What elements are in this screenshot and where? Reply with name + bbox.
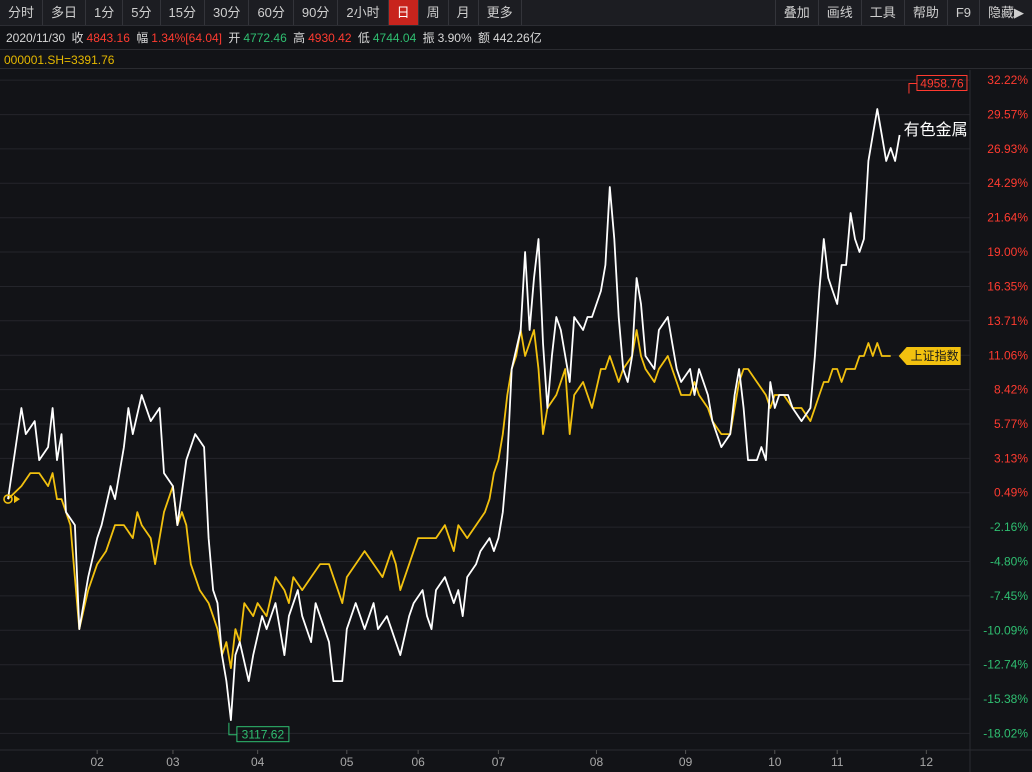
x-tick-label-3: 05 xyxy=(340,755,354,769)
max-marker-label: 4958.76 xyxy=(920,77,964,91)
open-value: 4772.46 xyxy=(243,31,287,45)
tool-button-4[interactable]: F9 xyxy=(946,0,979,25)
period-tab-4[interactable]: 15分 xyxy=(161,0,205,25)
period-tab-0[interactable]: 分时 xyxy=(0,0,44,25)
y-tick-label-2: 26.93% xyxy=(987,142,1028,156)
change-value: 1.34%[64.04] xyxy=(151,31,223,45)
amplitude-value: 3.90% xyxy=(437,31,472,45)
change-label: 幅 xyxy=(136,31,149,45)
amplitude-label: 振 xyxy=(422,31,435,45)
series-line-index xyxy=(7,329,891,669)
x-tick-label-6: 08 xyxy=(590,755,604,769)
quote-date: 2020/11/30 xyxy=(6,31,66,45)
y-tick-label-19: -18.02% xyxy=(983,726,1028,740)
amount-value: 442.26亿 xyxy=(493,31,542,45)
y-tick-label-4: 21.64% xyxy=(987,211,1028,225)
x-tick-label-10: 12 xyxy=(920,755,934,769)
period-tab-8[interactable]: 2小时 xyxy=(338,0,389,25)
series-label-sector: 有色金属 xyxy=(904,120,968,139)
x-tick-label-1: 03 xyxy=(166,755,180,769)
series-label-index: 上证指数 xyxy=(911,348,959,363)
y-tick-label-11: 3.13% xyxy=(994,451,1028,465)
y-tick-label-6: 16.35% xyxy=(987,279,1028,293)
y-tick-label-1: 29.57% xyxy=(987,108,1028,122)
low-label: 低 xyxy=(357,31,370,45)
open-label: 开 xyxy=(228,31,241,45)
max-marker-box xyxy=(916,75,968,92)
quote-info-bar: 2020/11/30 收 4843.16 幅 1.34%[64.04] 开 4772.… xyxy=(6,29,545,47)
y-tick-label-17: -12.74% xyxy=(983,658,1028,672)
period-tab-1[interactable]: 多日 xyxy=(43,0,87,25)
close-value: 4843.16 xyxy=(86,31,130,45)
period-tab-5[interactable]: 30分 xyxy=(205,0,250,25)
period-tab-6[interactable]: 60分 xyxy=(249,0,294,25)
y-tick-label-16: -10.09% xyxy=(983,623,1028,637)
high-value: 4930.42 xyxy=(308,31,352,45)
tool-buttons: 叠加 画线 工具 帮助 F9 隐藏▶ xyxy=(774,0,1032,25)
x-tick-label-7: 09 xyxy=(679,755,693,769)
amount-label: 额 xyxy=(478,31,491,45)
y-tick-label-0: 32.22% xyxy=(987,73,1028,87)
y-tick-label-18: -15.38% xyxy=(983,692,1028,706)
y-tick-label-15: -7.45% xyxy=(990,589,1028,603)
period-toolbar: 分时 多日 1分 5分 15分 30分 60分 90分 2小时日周月更多 叠加 画线 工具 帮助 F9 隐… xyxy=(0,0,1032,26)
min-marker-leader xyxy=(228,722,237,736)
x-tick-label-9: 11 xyxy=(831,755,844,769)
period-tab-12[interactable]: 更多 xyxy=(479,0,522,25)
x-tick-label-0: 02 xyxy=(90,755,104,769)
period-tab-9[interactable]: 日 xyxy=(388,0,419,25)
x-tick-label-4: 06 xyxy=(411,755,425,769)
y-tick-label-9: 8.42% xyxy=(994,383,1028,397)
start-marker xyxy=(3,494,13,504)
y-tick-label-14: -4.80% xyxy=(990,554,1028,568)
high-label: 高 xyxy=(293,31,306,45)
period-tab-11[interactable]: 月 xyxy=(449,0,479,25)
low-value: 4744.04 xyxy=(372,31,417,45)
y-tick-label-8: 11.06% xyxy=(988,348,1028,362)
period-tab-7[interactable]: 90分 xyxy=(294,0,339,25)
x-tick-label-8: 10 xyxy=(768,755,782,769)
tool-button-1[interactable]: 画线 xyxy=(817,0,861,25)
close-label: 收 xyxy=(71,31,84,45)
series-line-sector xyxy=(7,108,901,721)
min-marker-box xyxy=(236,726,290,743)
min-marker-label: 3117.62 xyxy=(242,728,285,742)
comparison-line-chart[interactable]: 32.22% 29.57% 26.93% 24.29% 21.64% 19.00% 16.3… xyxy=(0,70,1032,772)
period-tabs: 分时 多日 1分 5分 15分 30分 60分 90分 2小时日周月更多 xyxy=(0,0,522,25)
series-tag-index xyxy=(898,347,961,366)
period-tab-2[interactable]: 1分 xyxy=(86,0,124,25)
tool-button-5[interactable]: 隐藏▶ xyxy=(979,0,1032,25)
y-tick-label-12: 0.49% xyxy=(994,486,1028,500)
overlay-index-value: 000001.SH=3391.76 xyxy=(0,49,1032,69)
x-tick-label-5: 07 xyxy=(492,755,506,769)
tool-button-2[interactable]: 工具 xyxy=(860,0,904,25)
max-marker-leader xyxy=(908,83,917,94)
period-tab-10[interactable]: 周 xyxy=(419,0,449,25)
tool-button-0[interactable]: 叠加 xyxy=(774,0,818,25)
x-tick-label-2: 04 xyxy=(251,755,265,769)
y-tick-label-13: -2.16% xyxy=(990,520,1028,534)
y-tick-label-7: 13.71% xyxy=(987,314,1028,328)
start-arrow-icon xyxy=(14,495,20,504)
tool-button-3[interactable]: 帮助 xyxy=(903,0,947,25)
period-tab-3[interactable]: 5分 xyxy=(123,0,161,25)
y-tick-label-5: 19.00% xyxy=(987,245,1028,259)
y-tick-label-3: 24.29% xyxy=(987,176,1028,190)
y-tick-label-10: 5.77% xyxy=(994,417,1028,431)
